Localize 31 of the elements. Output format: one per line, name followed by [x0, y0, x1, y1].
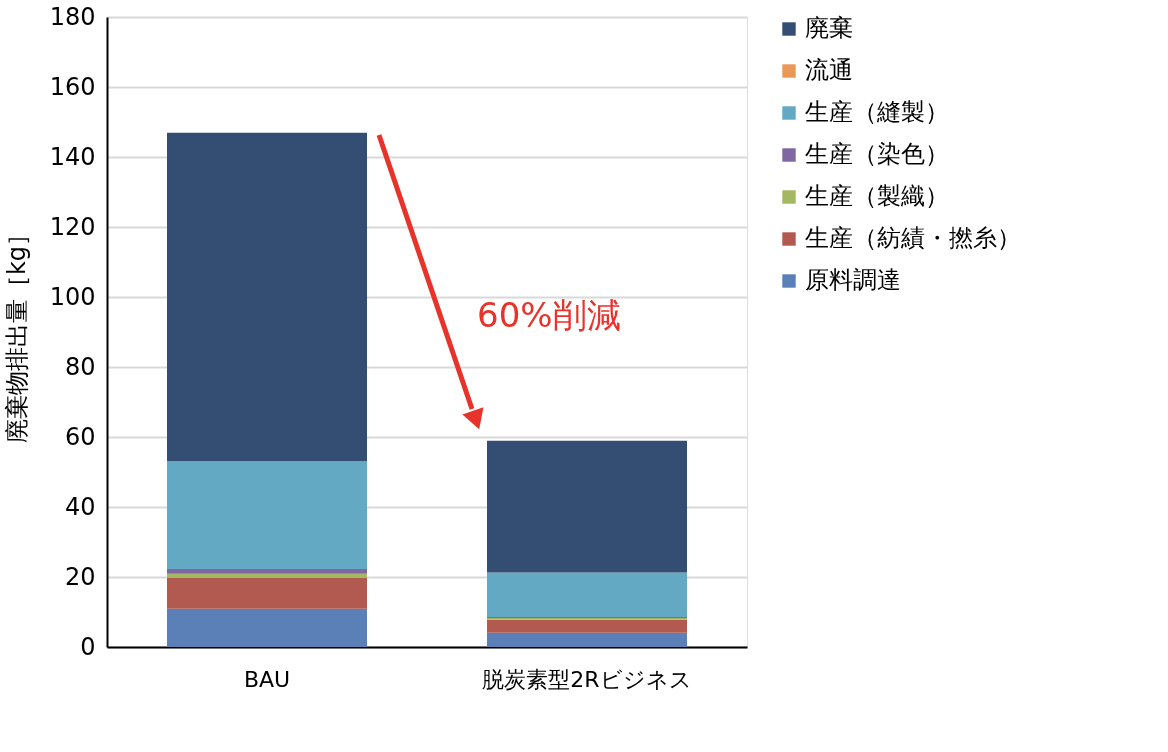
- y-tick-label: 160: [49, 72, 96, 101]
- x-tick-label: BAU: [243, 666, 291, 692]
- legend-label: 生産（紡績・撚糸）: [805, 224, 1021, 252]
- bar: [487, 632, 687, 647]
- y-tick-label: 60: [64, 422, 96, 451]
- x-tick-label: 脱炭素型2Rビジネス: [482, 666, 692, 692]
- bar: [167, 461, 367, 569]
- legend-label: 生産（製織）: [805, 182, 949, 210]
- bar: [167, 573, 367, 579]
- y-tick-label: 20: [64, 562, 96, 591]
- legend-label: 廃棄: [805, 14, 853, 42]
- y-tick-label: 140: [49, 142, 96, 171]
- y-tick-label: 120: [49, 212, 96, 241]
- y-tick-label: 180: [49, 2, 96, 31]
- bar: [167, 568, 367, 574]
- y-tick-label: 80: [64, 352, 96, 381]
- bar: [167, 578, 367, 609]
- legend-label: 原料調達: [805, 266, 901, 294]
- bar: [167, 132, 367, 462]
- bar: [487, 572, 687, 617]
- y-tick-label: 40: [64, 492, 96, 521]
- y-tick-label: 0: [80, 632, 96, 661]
- annotation: 60%削減: [477, 295, 621, 335]
- bar: [487, 619, 687, 633]
- bar: [167, 608, 367, 647]
- bar: [487, 440, 687, 573]
- y-axis-title: 廃棄物排出量［kg］: [2, 221, 31, 444]
- legend-label: 生産（縫製）: [805, 98, 949, 126]
- legend-label: 流通: [805, 56, 853, 84]
- legend-label: 生産（染色）: [805, 140, 949, 168]
- y-tick-label: 100: [49, 282, 96, 311]
